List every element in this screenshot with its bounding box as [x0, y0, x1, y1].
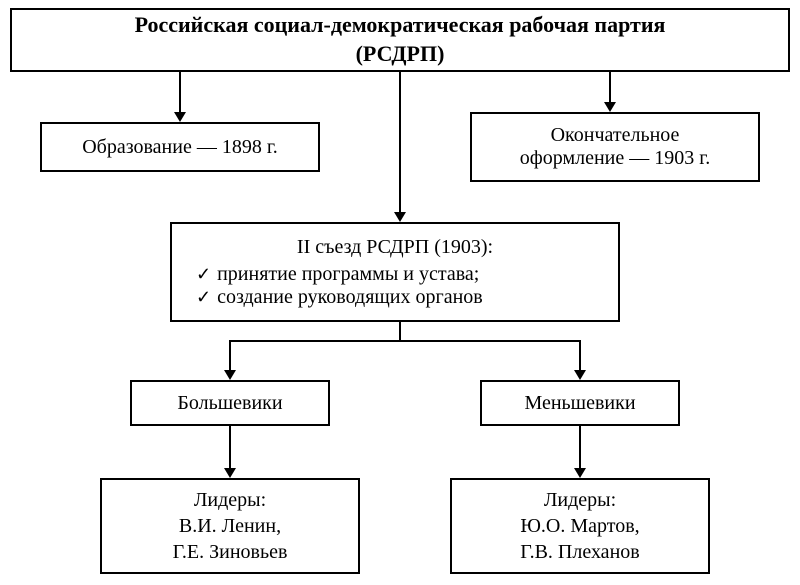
check-icon: ✓ — [196, 264, 211, 285]
check-icon: ✓ — [196, 287, 211, 308]
congress-title: II съезд РСДРП (1903): — [196, 236, 594, 259]
title-line2: (РСДРП) — [356, 40, 445, 69]
menshevik-leaders-title: Лидеры: — [544, 487, 616, 513]
arrow-line — [399, 322, 401, 342]
congress-bullet2-line: ✓ создание руководящих органов — [196, 286, 594, 309]
bolshevik-leaders-title: Лидеры: — [194, 487, 266, 513]
bolsheviks-label: Большевики — [177, 392, 282, 415]
formation-box: Образование — 1898 г. — [40, 122, 320, 172]
arrow-line — [229, 340, 231, 370]
menshevik-leaders-box: Лидеры: Ю.О. Мартов, Г.В. Плеханов — [450, 478, 710, 574]
menshevik-leader-1: Ю.О. Мартов, — [520, 513, 639, 539]
title-box: Российская социал-демократическая рабоча… — [10, 8, 790, 72]
formation-text: Образование — 1898 г. — [82, 136, 278, 159]
arrow-head-icon — [604, 102, 616, 112]
mensheviks-box: Меньшевики — [480, 380, 680, 426]
arrow-head-icon — [224, 370, 236, 380]
title-line1: Российская социал-демократическая рабоча… — [135, 11, 666, 40]
bolshevik-leader-2: Г.Е. Зиновьев — [173, 539, 288, 565]
bolshevik-leaders-box: Лидеры: В.И. Ленин, Г.Е. Зиновьев — [100, 478, 360, 574]
mensheviks-label: Меньшевики — [524, 392, 635, 415]
arrow-head-icon — [174, 112, 186, 122]
bolshevik-leader-1: В.И. Ленин, — [179, 513, 281, 539]
congress-box: II съезд РСДРП (1903): ✓ принятие програ… — [170, 222, 620, 322]
arrow-line — [609, 72, 611, 102]
congress-bullet2: создание руководящих органов — [217, 286, 483, 309]
arrow-line — [579, 340, 581, 370]
arrow-head-icon — [394, 212, 406, 222]
finalization-box: Окончательное оформление — 1903 г. — [470, 112, 760, 182]
arrow-head-icon — [574, 370, 586, 380]
arrow-line — [229, 426, 231, 468]
arrow-head-icon — [574, 468, 586, 478]
arrow-line — [579, 426, 581, 468]
arrow-line — [179, 72, 181, 112]
arrow-head-icon — [224, 468, 236, 478]
menshevik-leader-2: Г.В. Плеханов — [520, 539, 639, 565]
congress-bullet1-line: ✓ принятие программы и устава; — [196, 263, 594, 286]
finalization-line1: Окончательное — [551, 124, 680, 147]
finalization-line2: оформление — 1903 г. — [520, 147, 710, 170]
congress-bullet1: принятие программы и устава; — [217, 263, 479, 286]
bolsheviks-box: Большевики — [130, 380, 330, 426]
arrow-line — [399, 72, 401, 212]
arrow-line — [229, 340, 581, 342]
